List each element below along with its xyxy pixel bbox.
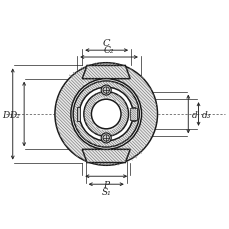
Circle shape [91,100,120,129]
Text: B₁: B₁ [101,96,111,105]
Bar [129,108,136,121]
Circle shape [73,82,139,147]
Text: S₁: S₁ [101,187,111,196]
Circle shape [79,88,133,141]
Text: d₃: d₃ [201,110,210,119]
Circle shape [101,86,111,96]
Text: C₂: C₂ [103,46,114,55]
Text: D₂: D₂ [10,110,20,119]
Polygon shape [82,66,130,79]
Bar [132,107,135,122]
Circle shape [71,79,141,150]
Bar [77,107,80,122]
Circle shape [55,63,157,166]
Circle shape [101,133,111,143]
Text: P: P [103,180,109,189]
Text: D: D [2,110,9,119]
Text: d: d [191,110,196,119]
Polygon shape [82,150,130,163]
Text: C: C [102,39,110,48]
Circle shape [84,92,128,137]
